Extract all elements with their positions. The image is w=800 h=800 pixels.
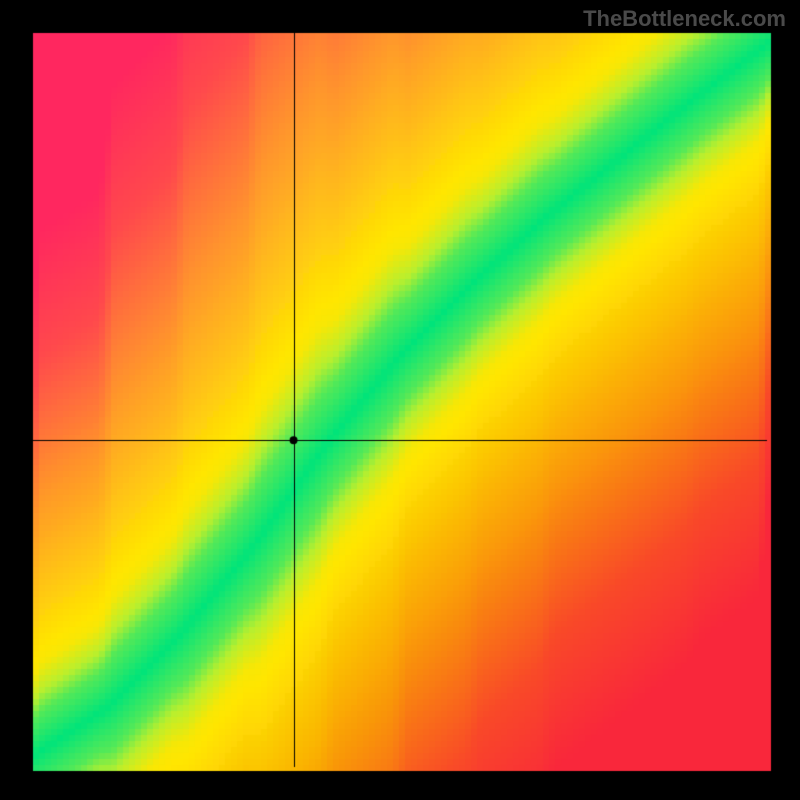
bottleneck-heatmap xyxy=(0,0,800,800)
chart-container: TheBottleneck.com xyxy=(0,0,800,800)
watermark-text: TheBottleneck.com xyxy=(583,6,786,32)
